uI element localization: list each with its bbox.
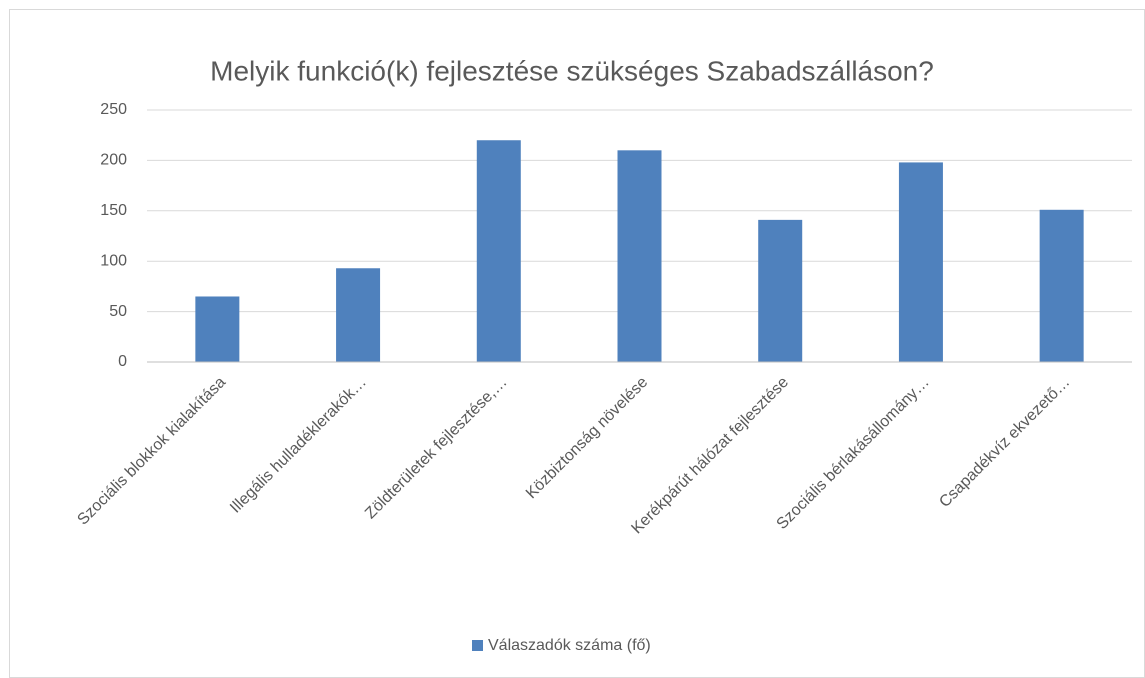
legend-swatch xyxy=(472,640,483,651)
bar xyxy=(195,296,240,362)
y-tick-label: 0 xyxy=(118,353,127,370)
bar xyxy=(476,140,521,362)
y-tick-label: 50 xyxy=(109,303,127,320)
y-tick-label: 250 xyxy=(100,101,127,118)
y-tick-label: 100 xyxy=(100,252,127,269)
bar xyxy=(617,150,662,362)
bar xyxy=(758,219,803,362)
y-tick-label: 150 xyxy=(100,202,127,219)
bar xyxy=(898,162,943,362)
bar xyxy=(336,268,381,362)
legend-label: Válaszadók száma (fő) xyxy=(488,637,651,654)
chart-title: Melyik funkció(k) fejlesztése szükséges … xyxy=(210,55,934,86)
bar xyxy=(1039,209,1084,362)
y-tick-label: 200 xyxy=(100,152,127,169)
